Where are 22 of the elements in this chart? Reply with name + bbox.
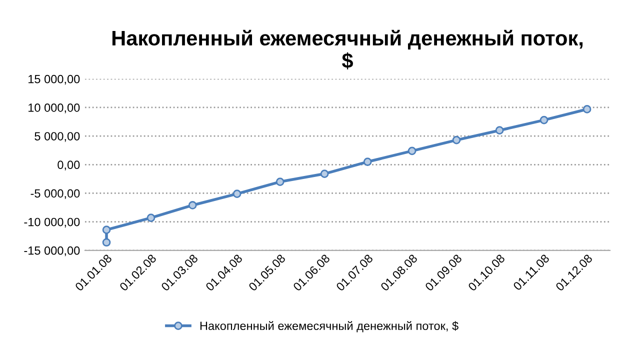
legend-label: Накопленный ежемесячный денежный поток, $ bbox=[200, 321, 458, 332]
point bbox=[363, 158, 372, 166]
y-tick-label: -15 000,00 bbox=[24, 246, 80, 256]
point bbox=[540, 116, 548, 124]
point bbox=[146, 214, 156, 222]
point bbox=[276, 178, 284, 186]
point bbox=[188, 201, 197, 210]
point bbox=[408, 146, 416, 156]
y-tick-label: 15 000,00 bbox=[28, 74, 80, 85]
point bbox=[495, 126, 504, 135]
y-tick-label: 10 000,00 bbox=[28, 104, 80, 114]
chart-title: Накопленный ежемесячный денежный поток, $ bbox=[112, 30, 583, 70]
point bbox=[582, 105, 592, 114]
y-tick-label: -5 000,00 bbox=[30, 189, 80, 200]
point bbox=[102, 238, 111, 247]
y-tick-label: 5 000,00 bbox=[34, 132, 80, 142]
point bbox=[320, 170, 329, 178]
y-tick-label: -10 000,00 bbox=[24, 218, 80, 228]
point bbox=[452, 136, 461, 144]
y-tick-label: 0,00 bbox=[58, 160, 80, 170]
point bbox=[232, 190, 242, 198]
point bbox=[102, 226, 111, 234]
